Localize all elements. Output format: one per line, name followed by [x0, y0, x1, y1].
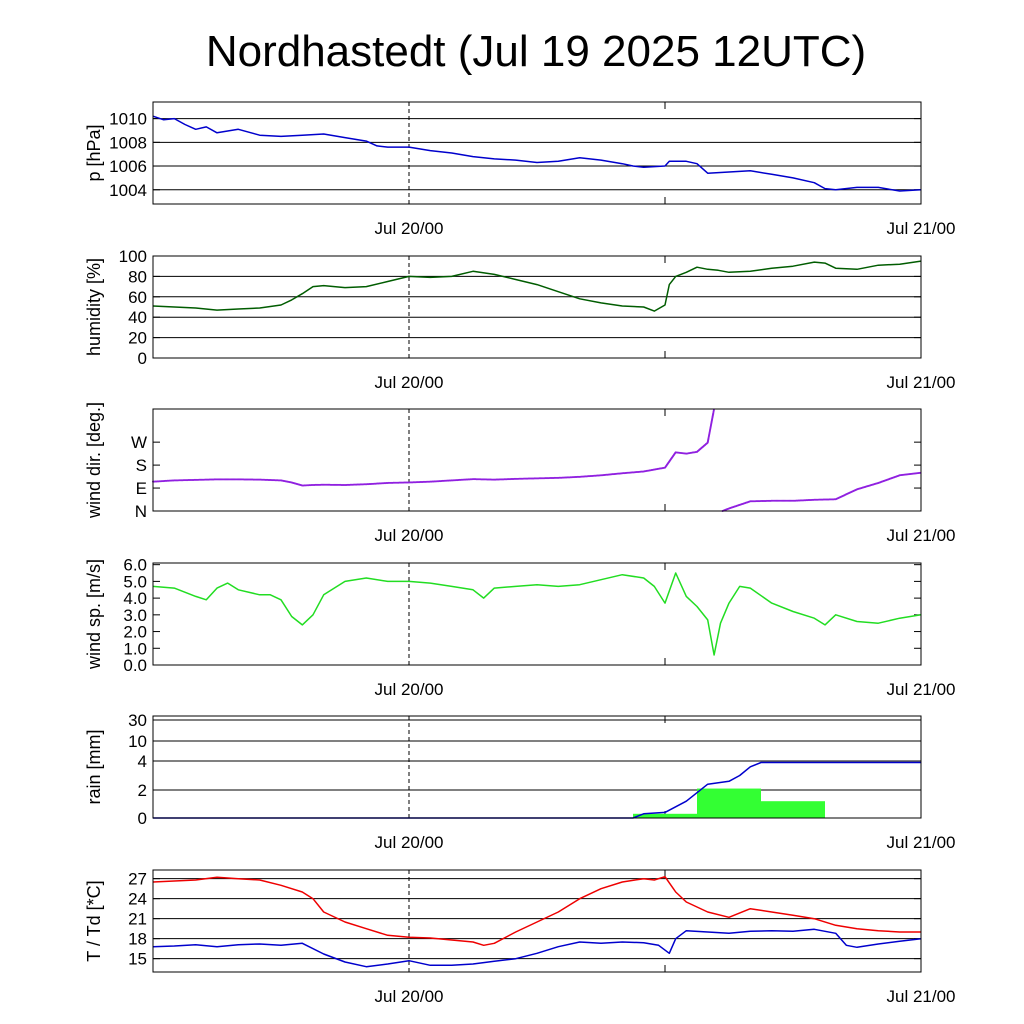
y-tick-label: 1008 — [109, 133, 147, 152]
x-tick-label: Jul 21/00 — [887, 680, 956, 699]
y-tick-label: 18 — [128, 930, 147, 949]
y-tick-label: 4 — [138, 752, 147, 771]
wind-dir-point — [918, 471, 921, 474]
x-tick-label: Jul 21/00 — [887, 526, 956, 545]
temperature-line — [152, 875, 921, 947]
y-tick-label: 30 — [128, 711, 147, 730]
panel-4: 0.01.02.03.04.05.06.0 Jul 20/00 Jul 21/00 w… — [84, 556, 956, 699]
y-tick-label: 15 — [128, 950, 147, 969]
panel-5: 0 2 410 30 Jul 20/00 Jul 21/00 rain [mm] — [84, 711, 956, 852]
y-tick-label: E — [136, 479, 147, 498]
wind-dir-series-b — [721, 471, 921, 512]
rain-bar — [633, 813, 697, 818]
y-axis-label: rain [mm] — [84, 729, 104, 804]
x-tick-label: Jul 20/00 — [375, 680, 444, 699]
y-tick-label: 0 — [138, 809, 147, 828]
humidity-line — [152, 260, 922, 312]
y-tick-label: 3.0 — [123, 606, 147, 625]
y-axis-label: p [hPa] — [84, 124, 104, 181]
y-tick-label: 1010 — [109, 110, 147, 129]
x-tick-label: Jul 21/00 — [887, 987, 956, 1006]
y-tick-label: 2 — [138, 781, 147, 800]
x-tick-label: Jul 20/00 — [375, 219, 444, 238]
y-tick-label: 40 — [128, 308, 147, 327]
y-tick-label: 10 — [128, 732, 147, 751]
panel-1: 1004 1006 1008 1010 Jul 20/00 Jul 21/00 p [hPa… — [84, 101, 956, 238]
x-tick-label: Jul 21/00 — [887, 373, 956, 392]
x-tick-label: Jul 20/00 — [375, 373, 444, 392]
y-axis-label: humidity [%] — [84, 258, 104, 356]
plot-frame — [152, 408, 922, 512]
x-tick-label: Jul 21/00 — [887, 219, 956, 238]
x-tick-label: Jul 20/00 — [375, 987, 444, 1006]
y-axis-label: wind dir. [deg.] — [84, 402, 104, 519]
plot-frame — [152, 101, 922, 205]
y-tick-label: 2.0 — [123, 623, 147, 642]
plot-frame — [152, 715, 922, 819]
y-tick-label: 1006 — [109, 157, 147, 176]
y-tick-label: 5.0 — [123, 572, 147, 591]
plot-frame — [152, 869, 922, 973]
y-tick-label: 24 — [128, 890, 147, 909]
x-tick-label: Jul 21/00 — [887, 833, 956, 852]
x-tick-label: Jul 20/00 — [375, 526, 444, 545]
y-tick-label: 4.0 — [123, 589, 147, 608]
y-tick-label: 0.0 — [123, 656, 147, 675]
x-tick-label: Jul 20/00 — [375, 833, 444, 852]
y-tick-label: W — [131, 433, 147, 452]
plot-frame — [152, 255, 922, 359]
y-tick-label: 0 — [138, 349, 147, 368]
y-tick-label: N — [135, 502, 147, 521]
y-tick-label: 100 — [119, 247, 147, 266]
rain-accumulated-line — [153, 761, 921, 819]
y-tick-label: 21 — [128, 910, 147, 929]
rain-bar — [761, 801, 825, 818]
y-axis-label: T / Td [*C] — [84, 880, 104, 961]
plot-frame — [152, 562, 922, 666]
wind-dir-point — [712, 409, 715, 412]
y-tick-label: 20 — [128, 329, 147, 348]
y-tick-label: 27 — [128, 870, 147, 889]
dewpoint-line — [152, 928, 922, 968]
y-tick-label: S — [136, 456, 147, 475]
wind-dir-series-a — [152, 409, 715, 487]
y-tick-label: 1.0 — [123, 639, 147, 658]
wind-speed-line — [152, 572, 922, 656]
pressure-line — [152, 115, 922, 192]
y-tick-label: 80 — [128, 267, 147, 286]
rain-bar — [697, 788, 761, 818]
y-tick-label: 6.0 — [123, 556, 147, 575]
chart-title: Nordhastedt (Jul 19 2025 12UTC) — [206, 27, 866, 76]
y-axis-label: wind sp. [m/s] — [84, 559, 104, 670]
y-tick-label: 60 — [128, 288, 147, 307]
y-tick-label: 1004 — [109, 181, 147, 200]
